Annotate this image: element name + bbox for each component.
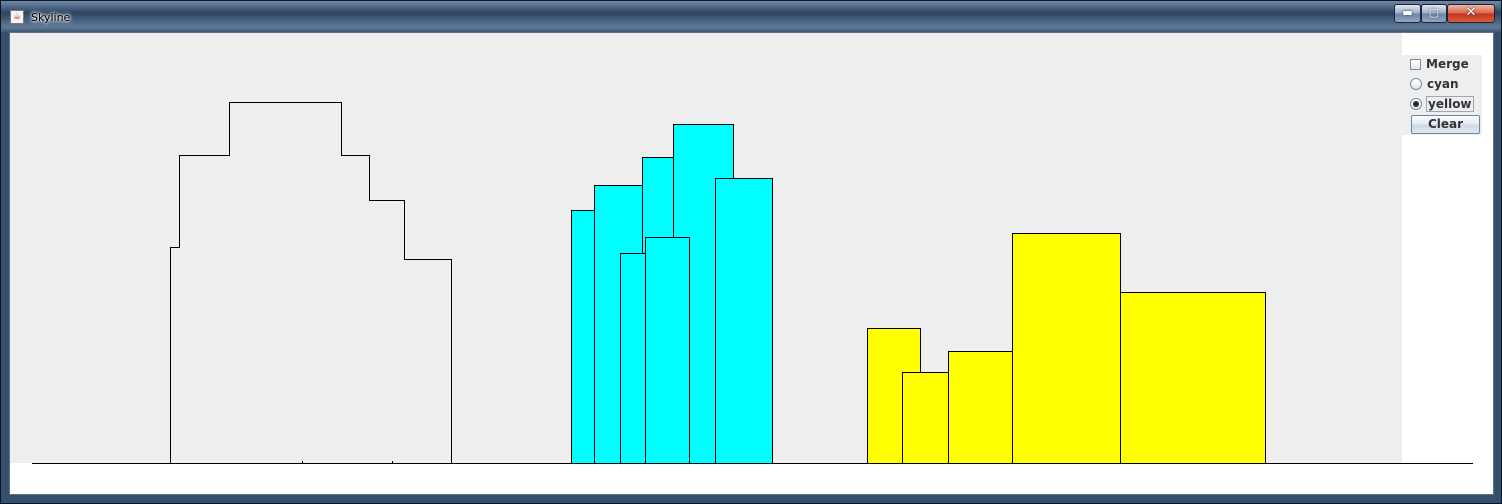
close-icon: ✕ <box>1465 5 1477 20</box>
cyan-building <box>715 178 773 464</box>
merge-label: Merge <box>1426 57 1469 71</box>
yellow-buildings <box>867 233 1266 464</box>
outline-skyline-shape <box>170 102 452 464</box>
maximize-icon: ▢ <box>1428 6 1440 19</box>
radio-cyan-row[interactable]: cyan <box>1410 75 1459 93</box>
yellow-radio[interactable] <box>1410 98 1422 110</box>
yellow-building <box>902 372 951 464</box>
window-title: Skyline <box>31 11 71 24</box>
client-area: Merge cyan yellow Clear <box>9 32 1494 495</box>
clear-button[interactable]: Clear <box>1411 115 1480 134</box>
java-cup-icon: ☕ <box>10 10 24 24</box>
yellow-building <box>948 351 1013 464</box>
radio-yellow-row[interactable]: yellow <box>1410 95 1474 113</box>
skyline-drawing[interactable] <box>10 33 1494 495</box>
cyan-buildings <box>571 124 773 464</box>
control-panel: Merge cyan yellow Clear <box>1402 55 1482 135</box>
merge-checkbox[interactable] <box>1410 58 1421 70</box>
merge-checkbox-row[interactable]: Merge <box>1410 55 1469 73</box>
outline-skyline <box>170 102 452 464</box>
yellow-building <box>1012 233 1121 464</box>
cyan-radio[interactable] <box>1410 78 1422 90</box>
yellow-radio-label: yellow <box>1426 96 1474 112</box>
minimize-icon: ▬ <box>1402 6 1413 19</box>
title-bar[interactable]: ☕ Skyline ▬ ▢ ✕ <box>1 1 1502 33</box>
close-button[interactable]: ✕ <box>1447 4 1495 23</box>
cyan-building <box>645 237 690 464</box>
minimize-button[interactable]: ▬ <box>1394 4 1421 23</box>
yellow-building <box>1120 292 1266 464</box>
cyan-radio-label: cyan <box>1427 77 1459 91</box>
maximize-button[interactable]: ▢ <box>1421 4 1447 23</box>
